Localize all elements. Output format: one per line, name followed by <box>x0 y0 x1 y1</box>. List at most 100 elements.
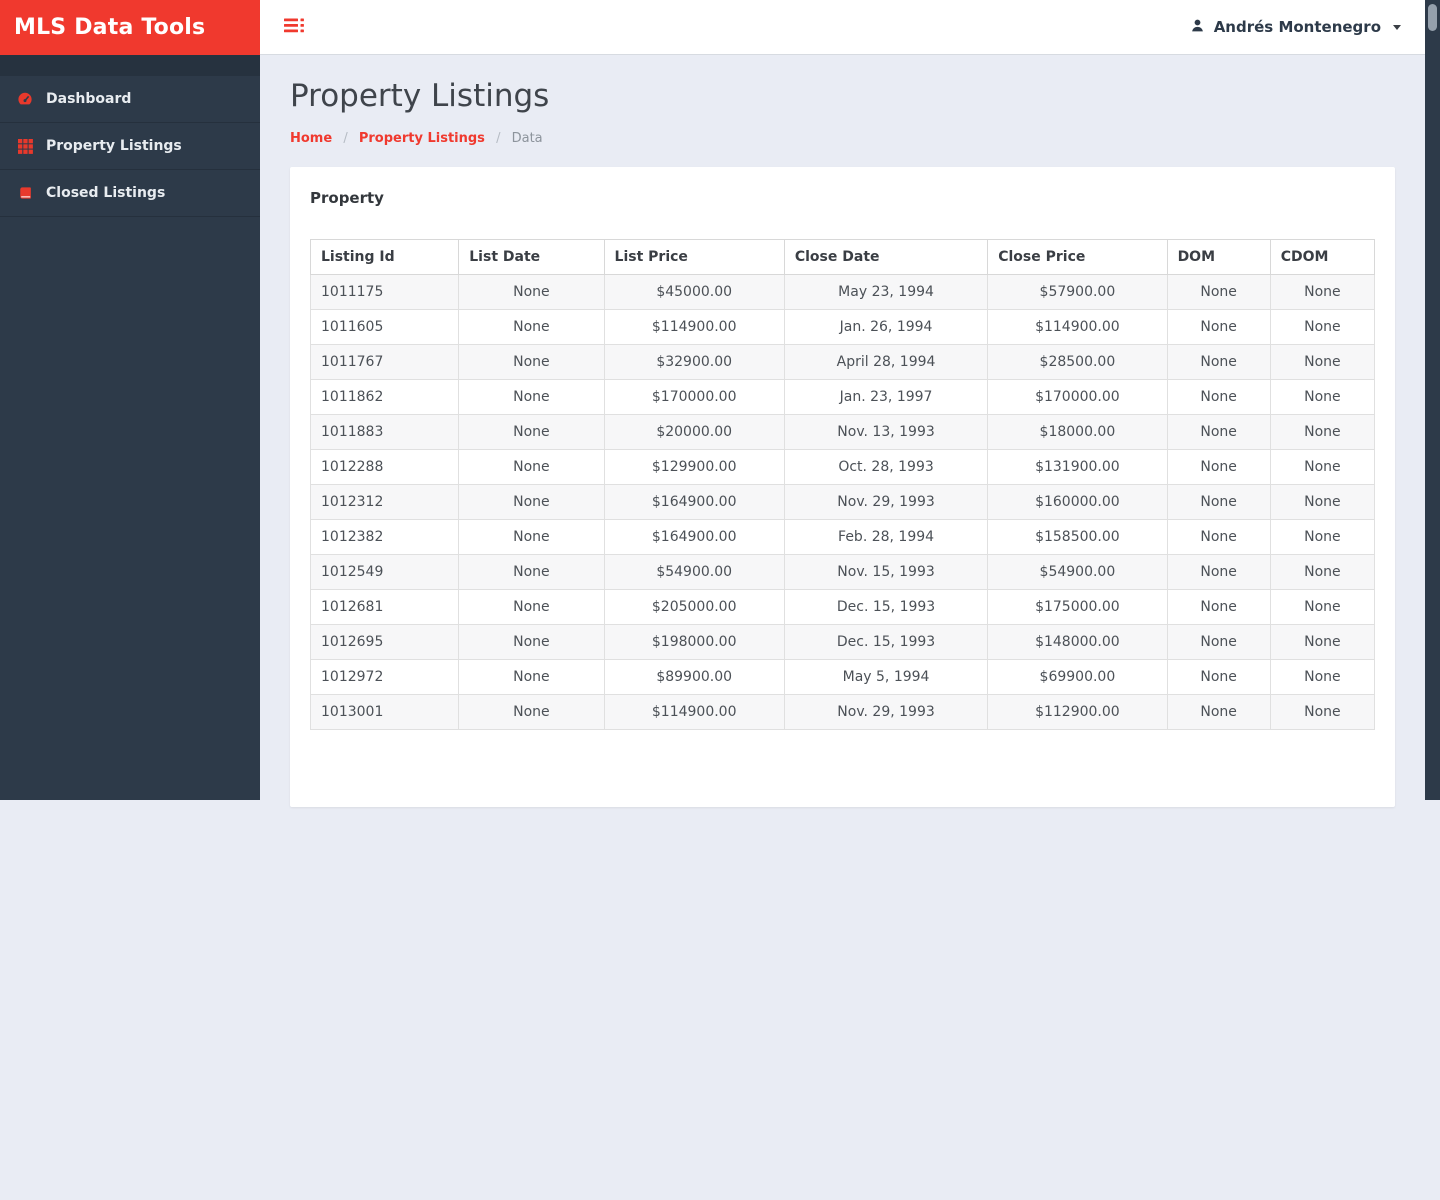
cell-list-price: $89900.00 <box>604 660 784 695</box>
bars-list-icon <box>284 18 305 36</box>
cell-list-date: None <box>459 275 604 310</box>
user-name: Andrés Montenegro <box>1214 18 1381 36</box>
cell-list-price: $164900.00 <box>604 485 784 520</box>
brand-title: MLS Data Tools <box>14 15 205 40</box>
breadcrumb-separator: / <box>343 131 347 146</box>
cell-close-price: $158500.00 <box>988 520 1167 555</box>
cell-close-date: May 23, 1994 <box>784 275 987 310</box>
column-header-dom: DOM <box>1167 240 1270 275</box>
cell-cdom: None <box>1270 380 1374 415</box>
column-header-cdom: CDOM <box>1270 240 1374 275</box>
sidebar-item-dashboard[interactable]: Dashboard <box>0 76 260 123</box>
cell-dom: None <box>1167 415 1270 450</box>
scrollbar-thumb[interactable] <box>1428 4 1437 31</box>
breadcrumb-separator: / <box>496 131 500 146</box>
sidebar-toggle-button[interactable] <box>280 14 309 40</box>
cell-close-price: $57900.00 <box>988 275 1167 310</box>
cell-close-date: Nov. 29, 1993 <box>784 485 987 520</box>
cell-close-date: Dec. 15, 1993 <box>784 590 987 625</box>
cell-listing-id: 1011862 <box>311 380 459 415</box>
cell-list-price: $164900.00 <box>604 520 784 555</box>
column-header-list-date: List Date <box>459 240 604 275</box>
cell-close-date: Feb. 28, 1994 <box>784 520 987 555</box>
content: Property Listings Home / Property Listin… <box>260 55 1425 1200</box>
breadcrumb-current: Data <box>512 131 543 146</box>
cell-dom: None <box>1167 275 1270 310</box>
cell-cdom: None <box>1270 450 1374 485</box>
cell-list-price: $205000.00 <box>604 590 784 625</box>
cell-dom: None <box>1167 310 1270 345</box>
cell-cdom: None <box>1270 520 1374 555</box>
cell-close-date: Nov. 13, 1993 <box>784 415 987 450</box>
cell-close-price: $28500.00 <box>988 345 1167 380</box>
cell-close-date: Jan. 23, 1997 <box>784 380 987 415</box>
cell-close-price: $170000.00 <box>988 380 1167 415</box>
cell-list-price: $114900.00 <box>604 310 784 345</box>
cell-list-date: None <box>459 345 604 380</box>
cell-listing-id: 1011175 <box>311 275 459 310</box>
panel-title: Property <box>310 189 1375 207</box>
cell-list-price: $32900.00 <box>604 345 784 380</box>
cell-list-price: $129900.00 <box>604 450 784 485</box>
cell-list-price: $20000.00 <box>604 415 784 450</box>
cell-close-price: $131900.00 <box>988 450 1167 485</box>
cell-listing-id: 1013001 <box>311 695 459 730</box>
cell-dom: None <box>1167 485 1270 520</box>
user-icon <box>1190 18 1205 37</box>
cell-close-date: May 5, 1994 <box>784 660 987 695</box>
cell-list-date: None <box>459 415 604 450</box>
cell-list-date: None <box>459 485 604 520</box>
user-menu[interactable]: Andrés Montenegro <box>1190 18 1401 37</box>
breadcrumb-home[interactable]: Home <box>290 131 332 146</box>
cell-list-date: None <box>459 555 604 590</box>
cell-list-date: None <box>459 450 604 485</box>
sidebar-item-label: Dashboard <box>46 91 131 107</box>
cell-close-date: Oct. 28, 1993 <box>784 450 987 485</box>
cell-list-price: $45000.00 <box>604 275 784 310</box>
cell-cdom: None <box>1270 485 1374 520</box>
cell-close-date: Jan. 26, 1994 <box>784 310 987 345</box>
column-header-listing-id: Listing Id <box>311 240 459 275</box>
breadcrumb: Home / Property Listings / Data <box>290 131 1395 146</box>
cell-listing-id: 1011883 <box>311 415 459 450</box>
cell-listing-id: 1012312 <box>311 485 459 520</box>
topbar: Andrés Montenegro <box>260 0 1425 55</box>
cell-list-date: None <box>459 625 604 660</box>
cell-list-price: $170000.00 <box>604 380 784 415</box>
cell-list-date: None <box>459 660 604 695</box>
cell-dom: None <box>1167 695 1270 730</box>
cell-close-price: $18000.00 <box>988 415 1167 450</box>
cell-list-price: $198000.00 <box>604 625 784 660</box>
cell-listing-id: 1012382 <box>311 520 459 555</box>
cell-dom: None <box>1167 520 1270 555</box>
cell-dom: None <box>1167 660 1270 695</box>
cell-close-price: $160000.00 <box>988 485 1167 520</box>
cell-cdom: None <box>1270 310 1374 345</box>
sidebar-item-label: Property Listings <box>46 138 182 154</box>
cell-cdom: None <box>1270 695 1374 730</box>
cell-cdom: None <box>1270 555 1374 590</box>
cell-close-price: $69900.00 <box>988 660 1167 695</box>
brand-logo[interactable]: MLS Data Tools <box>0 0 260 55</box>
cell-dom: None <box>1167 625 1270 660</box>
cell-listing-id: 1012288 <box>311 450 459 485</box>
sidebar-item-property-listings[interactable]: Property Listings <box>0 123 260 170</box>
cell-close-price: $114900.00 <box>988 310 1167 345</box>
cell-list-price: $114900.00 <box>604 695 784 730</box>
sidebar: MLS Data Tools Dashboard <box>0 0 260 800</box>
sidebar-item-closed-listings[interactable]: Closed Listings <box>0 170 260 217</box>
cell-listing-id: 1012549 <box>311 555 459 590</box>
cell-close-date: April 28, 1994 <box>784 345 987 380</box>
scrollbar-track[interactable] <box>1425 0 1440 800</box>
cell-cdom: None <box>1270 625 1374 660</box>
breadcrumb-property-listings[interactable]: Property Listings <box>359 131 485 146</box>
